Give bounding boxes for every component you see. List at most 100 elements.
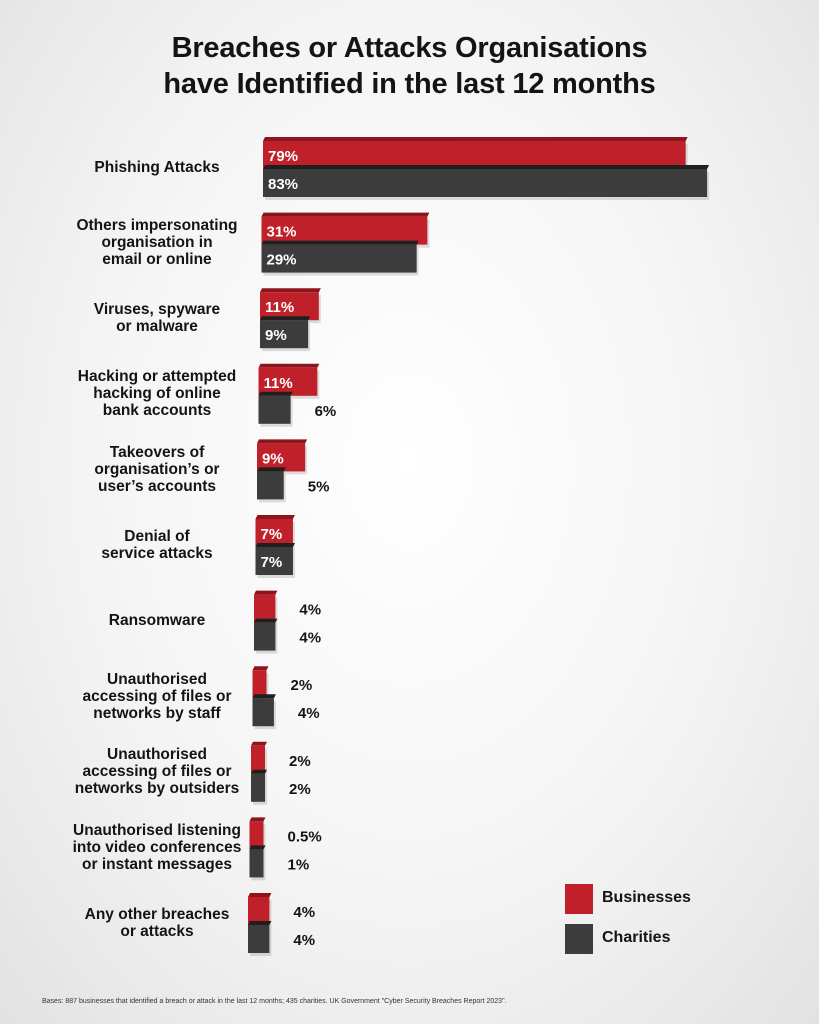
bar-bevel [257,467,286,472]
category-label-line: service attacks [101,545,213,562]
value-label-charities: 4% [293,932,315,949]
category-label-line: into video conferences [72,838,242,856]
bar-bevel [249,817,266,822]
value-label-businesses: 4% [293,904,315,921]
category-label: Ransomware [57,612,257,629]
category-label-line: organisation’s or [94,460,220,478]
category-label-line: or attacks [120,923,194,940]
category-label-line: accessing of files or [82,763,232,781]
bar-businesses [255,519,293,547]
bar-bevel [251,741,267,746]
bar-charities [248,925,270,953]
category-label-line: Viruses, spyware [93,301,221,319]
category-label: Hacking or attempted hacking of online ban… [57,368,257,419]
bar-businesses [260,292,319,321]
bar-bevel [261,240,419,245]
bar-charities [263,169,708,197]
bar-businesses [248,897,270,925]
bar-businesses [263,141,686,169]
chart-title: Breaches or Attacks Organisations have I… [0,30,819,102]
category-label-line: Unauthorised [107,746,207,764]
bar-charities [255,547,293,575]
value-label-charities: 4% [299,630,321,647]
value-label-charities: 2% [289,781,311,798]
bar-bevel [248,921,272,925]
value-label-charities: 6% [315,403,337,420]
category-label: Denial of service attacks [57,528,257,562]
legend-label-businesses: Businesses [602,889,691,906]
bar-bevel [252,694,276,699]
bar-bevel [254,590,278,595]
bar-bevel [252,666,269,671]
category-label-line: Takeovers of [109,443,205,461]
bar-charities [249,849,264,878]
category-label: Others impersonating organisation in email… [57,217,257,268]
bar-businesses [252,670,267,699]
footnote: Bases: 887 businesses that identified a … [42,998,507,1005]
bar-bevel [260,288,321,293]
bar-businesses [251,745,265,774]
bar-bevel [248,893,272,897]
value-label-businesses: 9% [262,450,284,467]
bar-charities [254,622,276,651]
bar-businesses [249,821,264,850]
value-label-charities: 29% [267,252,297,269]
category-label-line: or malware [116,318,198,336]
bar-bevel [257,439,308,444]
category-label-line: Others impersonating [76,217,238,235]
category-label-line: Any other breaches [84,906,230,923]
bar-charities [260,320,309,349]
value-label-businesses: 4% [299,602,321,619]
bar-charities [261,244,417,273]
value-label-charities: 4% [298,705,320,722]
bar-charities [257,471,284,500]
bar-bevel [261,212,430,217]
value-label-charities: 5% [308,478,330,495]
value-label-businesses: 2% [289,753,311,770]
bar-bevel [260,316,311,321]
value-label-charities: 83% [268,176,298,193]
category-label-line: Unauthorised [107,670,207,688]
category-label-line: email or online [102,251,212,269]
category-label-line: organisation in [101,234,213,252]
value-label-businesses: 31% [267,224,297,241]
chart-title-line-1: Breaches or Attacks Organisations [171,32,648,64]
category-label-line: networks by staff [93,704,221,722]
category-label-line: Hacking or attempted [77,368,237,386]
bar-bevel [254,618,278,623]
bar-businesses [261,216,428,245]
value-label-businesses: 79% [268,148,298,165]
category-label-line: Ransomware [108,612,206,630]
category-label-line: bank accounts [102,402,212,420]
category-label-line: accessing of files or [82,687,232,705]
value-label-charities: 7% [261,554,283,571]
category-label: Unauthorised listening into video confere… [57,822,257,873]
bar-bevel [258,363,320,368]
bar-bevel [255,515,295,519]
bar-bevel [255,543,295,547]
category-label-line: Phishing Attacks [94,158,220,176]
legend-label-charities: Charities [602,929,671,946]
category-label: Unauthorised accessing of files or network… [57,671,257,722]
category-label-line: networks by outsiders [74,780,240,798]
category-label: Takeovers of organisation’s or user’s acco… [57,444,257,495]
bar-businesses [258,367,318,396]
legend-swatch-businesses [565,884,593,914]
value-label-charities: 1% [288,856,310,873]
category-label-line: or instant messages [82,855,232,873]
bar-charities [252,698,274,727]
category-label: Phishing Attacks [57,159,257,176]
bar-charities [251,773,265,802]
bar-businesses [257,443,306,472]
value-label-businesses: 7% [261,526,283,543]
category-label: Viruses, spyware or malware [57,301,257,335]
category-label-line: Unauthorised listening [73,821,241,839]
category-label-line: user’s accounts [97,477,217,495]
bar-charities [258,395,291,424]
bar-businesses [254,594,276,623]
bar-bevel [263,165,710,169]
category-label: Unauthorised accessing of files or network… [57,746,257,797]
bar-bevel [249,845,266,850]
value-label-businesses: 2% [291,677,313,694]
